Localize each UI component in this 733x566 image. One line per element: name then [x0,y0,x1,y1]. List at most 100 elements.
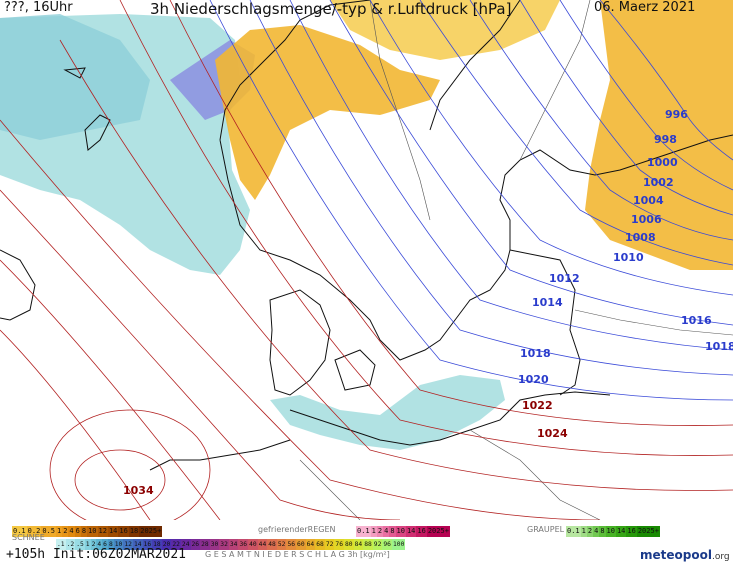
legend-swatch: 1 [370,526,377,537]
legend-swatch: 60 [296,539,306,550]
snow-area-atlantic-dense [0,14,150,140]
isobar-label: 996 [665,108,688,121]
legend-swatch: 8 [107,539,114,550]
legend-swatch: 96 [382,539,392,550]
legend-swatch: 0.2 [26,526,42,537]
legend-swatch: 16 [142,539,153,550]
isobar-label: 1012 [549,272,580,285]
snow-scale: .1.2.5 1 2 4 6 8 10 12 14 16 18 20 22 24 26 28 30 32 34 36 4… [56,539,406,550]
legend-swatch: 28 [200,539,210,550]
legend-swatch: 10 [87,526,98,537]
legend-swatch: 16 [416,526,427,537]
isobar-label: 1018 [520,347,551,360]
legend-swatch: .5 [75,539,85,550]
legend-swatch: 4 [593,526,600,537]
legend-swatch: 6 [74,526,81,537]
legend-swatch: 76 [334,539,345,550]
legend-swatch: 18 [152,539,162,550]
legend-swatch: 20 [161,539,172,550]
legend-swatch: 16 [118,526,129,537]
isobar-label: 1000 [647,156,678,169]
legend-swatch: 14 [405,526,417,537]
isobar-label: 1002 [643,176,674,189]
legend-swatch: 52 [276,539,287,550]
legend-swatch: 68 [315,539,325,550]
legend-swatch: 2 [586,526,594,537]
legend-swatch: 10 [605,526,616,537]
legend-swatch: 22 [171,539,181,550]
isobar-label: 1022 [522,399,553,412]
legend-swatch: 8 [389,526,396,537]
legend-swatch: 4 [383,526,390,537]
legend-swatch: 16 [626,526,637,537]
legend-swatch: 2 [62,526,69,537]
legend-swatch: 2025+ [636,526,660,537]
legend-swatch: 26 [190,539,201,550]
rain-area-baltic-east [585,0,733,270]
header-run-time: ???, 16Uhr [4,0,73,15]
legend-swatch: 92 [372,539,383,550]
snow-title: SCHNEE [12,533,45,542]
legend-swatch: 32 [219,539,229,550]
graupel-scale: 0.1 1 2 4 8 10 14 16 2025+ [566,526,660,537]
legend-swatch: 1 [580,526,587,537]
rain-area-norway [215,25,440,200]
isobar-label: 1014 [532,296,563,309]
legend-swatch: 48 [267,539,277,550]
graupel-title: GRAUPEL [527,525,565,534]
legend-swatch: 2025+ [139,526,163,537]
legend: 0.1 0.2 0.5 1 2 4 6 8 10 12 14 16 18 2025+ gefrierend… [0,520,733,566]
legend-swatch: 40 [248,539,258,550]
isobar-label: 1016 [681,314,712,327]
isobar-label: 1024 [537,427,568,440]
map-title: 3h Niederschlagsmenge/-typ & r.Luftdruck… [150,0,512,18]
init-time: +105h Init:06Z02MAR2021 [6,547,187,562]
legend-swatch: 44 [257,539,268,550]
legend-swatch: 14 [132,539,143,550]
legend-swatch: 64 [305,539,316,550]
legend-swatch: 8 [599,526,606,537]
isobar-label: 1004 [633,194,664,207]
isobar-label: 998 [654,133,677,146]
freezing-rain-title: gefrierenderREGEN [258,525,336,534]
legend-swatch: 80 [344,539,354,550]
legend-swatch: 10 [113,539,124,550]
legend-swatch: .1 [56,539,66,550]
legend-swatch: 34 [228,539,239,550]
legend-swatch: 14 [107,526,119,537]
isobar-label: 1020 [518,373,549,386]
isobars-low [209,0,733,401]
legend-swatch: 88 [363,539,373,550]
isobar-labels: 996 998 1000 1002 1004 1006 1008 1010 10… [123,108,733,497]
legend-swatch: 2 [376,526,384,537]
legend-swatch: 1 [55,526,63,537]
brand-logo[interactable]: meteopool.org [640,548,730,562]
isobars-high [0,0,733,520]
legend-swatch: 12 [97,526,108,537]
legend-swatch: 14 [615,526,627,537]
brand-name: meteopool [640,548,712,562]
isobar-label: 1034 [123,484,154,497]
freezing-rain-scale: 0.1 1 2 4 8 10 14 16 2025+ [356,526,450,537]
total-precip-title: G E S A M T N I E D E R S C H L A G 3h [… [205,550,390,559]
legend-swatch: 2025+ [426,526,450,537]
legend-swatch: 8 [80,526,88,537]
legend-swatch: 36 [238,539,249,550]
legend-swatch: 4 [96,539,103,550]
legend-swatch: 10 [395,526,406,537]
brand-suffix: .org [711,552,730,562]
isobar-label: 1006 [631,213,662,226]
legend-swatch: 100 [391,539,406,550]
rain-scale: 0.1 0.2 0.5 1 2 4 6 8 10 12 14 16 18 2025+ [12,526,163,537]
snow-area-baltic-south [270,375,505,450]
legend-swatch: 56 [286,539,297,550]
legend-swatch: 6 [102,539,108,550]
legend-swatch: 30 [209,539,220,550]
coastlines [0,0,733,471]
legend-swatch: 24 [180,539,191,550]
isobar-label: 1010 [613,251,644,264]
legend-swatch: 0.5 [41,526,56,537]
legend-swatch: 0.1 [566,526,581,537]
legend-swatch: 0.1 [356,526,371,537]
legend-swatch: 2 [90,539,97,550]
